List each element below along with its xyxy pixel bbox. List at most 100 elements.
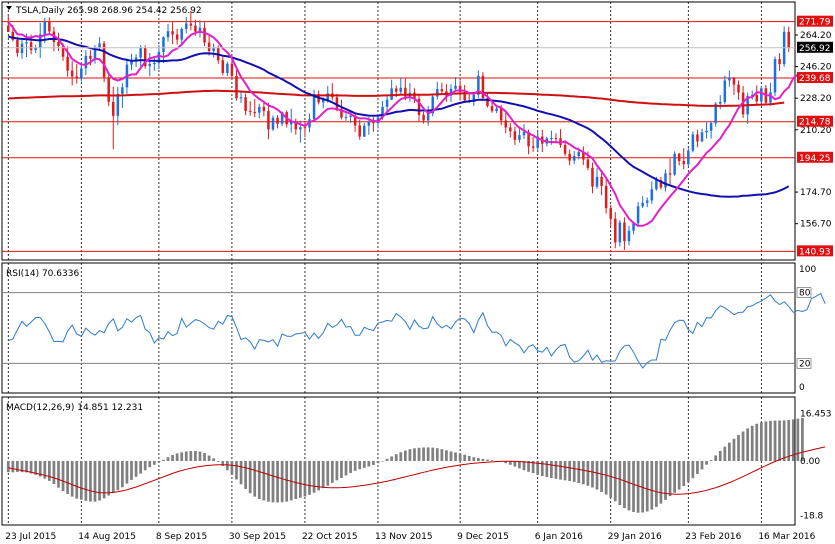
candle-body bbox=[171, 31, 174, 35]
candle-body bbox=[20, 43, 24, 54]
macd-bar bbox=[522, 461, 526, 471]
macd-bar bbox=[180, 452, 184, 461]
macd-tick-label: 16.453 bbox=[800, 409, 832, 419]
macd-bar bbox=[143, 461, 147, 471]
macd-bar bbox=[285, 461, 289, 502]
macd-bar bbox=[408, 449, 412, 461]
candle-body bbox=[618, 222, 622, 243]
candle-body bbox=[527, 132, 530, 147]
candle-body bbox=[714, 103, 717, 124]
candle-body bbox=[536, 136, 539, 148]
macd-bar bbox=[654, 461, 658, 507]
candle-body bbox=[57, 41, 60, 47]
macd-bar bbox=[116, 461, 120, 491]
macd-bar bbox=[458, 453, 462, 461]
candle-body bbox=[153, 62, 156, 65]
candle-body bbox=[509, 127, 512, 132]
macd-bar bbox=[244, 461, 247, 490]
level-lines bbox=[2, 21, 795, 252]
macd-bar bbox=[79, 461, 83, 500]
macd-bar bbox=[253, 461, 257, 497]
macd-bar bbox=[29, 461, 33, 474]
macd-bar bbox=[645, 461, 649, 512]
macd-bar bbox=[16, 461, 19, 472]
macd-bar bbox=[778, 420, 781, 461]
candle-body bbox=[198, 27, 202, 32]
macd-bar bbox=[559, 461, 562, 480]
macd-bar bbox=[189, 450, 193, 461]
candle-body bbox=[627, 230, 631, 242]
candle-body bbox=[750, 95, 754, 97]
macd-bar bbox=[600, 461, 603, 493]
candle-body bbox=[668, 173, 672, 175]
rsi-level-tag bbox=[796, 357, 812, 369]
candle-body bbox=[472, 94, 476, 102]
macd-histogram bbox=[6, 417, 804, 513]
candle-body bbox=[778, 59, 781, 65]
candle-body bbox=[212, 48, 215, 52]
candle-body bbox=[719, 102, 722, 104]
macd-bar bbox=[417, 447, 421, 461]
candle-body bbox=[235, 75, 238, 99]
macd-tick-label: 0.00 bbox=[800, 457, 820, 467]
candle-body bbox=[760, 88, 763, 102]
candle-body bbox=[531, 146, 535, 148]
level-tag-label: 194.25 bbox=[799, 154, 831, 164]
macd-bar bbox=[700, 461, 704, 470]
candle-body bbox=[440, 89, 444, 92]
panel-frame-0 bbox=[1, 1, 796, 261]
candle-body bbox=[677, 153, 681, 162]
candle-body bbox=[563, 144, 567, 154]
macd-bar bbox=[152, 461, 156, 465]
macd-bar bbox=[545, 461, 549, 478]
macd-bar bbox=[166, 457, 170, 461]
dropdown-triangle-icon[interactable] bbox=[6, 6, 12, 10]
macd-title: MACD(12,26,9) 14.851 12.231 bbox=[6, 403, 143, 413]
macd-bar bbox=[221, 461, 225, 466]
candle-body bbox=[372, 121, 375, 124]
macd-bar bbox=[276, 461, 279, 503]
macd-bar bbox=[212, 458, 216, 461]
macd-bar bbox=[89, 461, 92, 502]
macd-bar bbox=[235, 461, 238, 480]
candle-body bbox=[358, 125, 361, 137]
rsi-line bbox=[8, 292, 826, 369]
candle-body bbox=[294, 121, 298, 130]
candle-body bbox=[25, 42, 28, 44]
macd-bar bbox=[486, 459, 489, 461]
macd-bar bbox=[581, 461, 585, 485]
macd-tick-label: -18.8 bbox=[800, 512, 824, 522]
macd-bar bbox=[194, 450, 197, 461]
candle-body bbox=[267, 110, 270, 130]
candle-body bbox=[107, 77, 110, 102]
candle-body bbox=[691, 134, 695, 151]
macd-bar bbox=[299, 461, 302, 498]
rsi-tick-label: 100 bbox=[799, 265, 816, 275]
macd-bar bbox=[267, 461, 270, 502]
macd-bar bbox=[746, 428, 750, 461]
macd-bar bbox=[782, 420, 786, 461]
macd-bar bbox=[801, 417, 804, 461]
macd-bar bbox=[650, 461, 654, 510]
macd-bar bbox=[207, 455, 211, 461]
macd-bar bbox=[308, 461, 311, 495]
macd-bar bbox=[362, 461, 366, 468]
macd-bar bbox=[6, 461, 10, 473]
candle-body bbox=[148, 64, 152, 67]
macd-bar bbox=[262, 461, 266, 501]
candle-body bbox=[490, 106, 494, 112]
candle-body bbox=[645, 200, 649, 203]
ma-mid-line bbox=[8, 35, 790, 198]
macd-bar bbox=[134, 461, 138, 477]
macd-bar bbox=[403, 450, 407, 461]
candle-body bbox=[394, 88, 398, 92]
macd-bar bbox=[586, 461, 590, 486]
candle-body bbox=[321, 99, 325, 103]
candle-body bbox=[600, 176, 603, 187]
candle-body bbox=[48, 21, 51, 32]
candle-body bbox=[554, 138, 558, 140]
macd-bar bbox=[531, 461, 535, 474]
candle-body bbox=[513, 131, 517, 140]
macd-bar bbox=[102, 461, 106, 499]
candle-body bbox=[732, 77, 736, 85]
